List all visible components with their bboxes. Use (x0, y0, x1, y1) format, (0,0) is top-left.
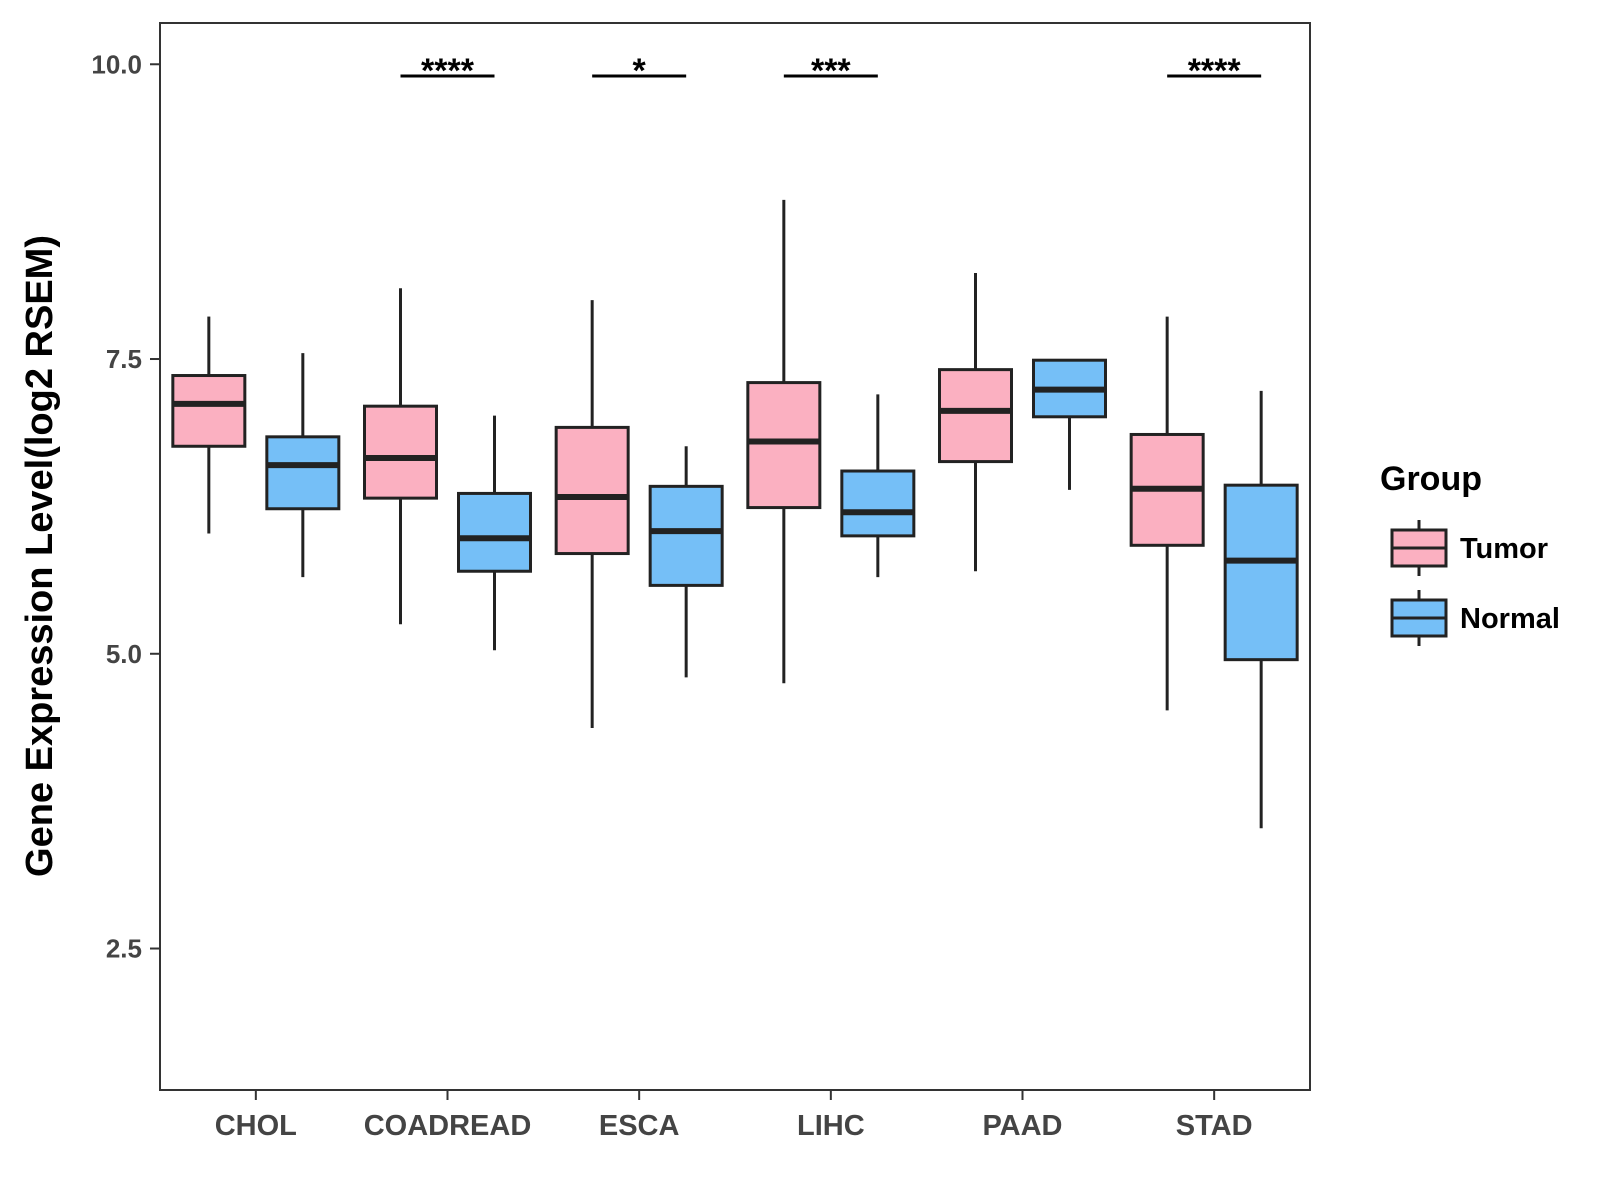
box-normal-esca (648, 446, 724, 678)
legend-title: Group (1380, 460, 1482, 498)
y-tick-label: 2.5 (106, 934, 142, 964)
y-axis-title: Gene Expression Level(log2 RSEM) (19, 235, 61, 877)
x-axis: CHOL COADREAD ESCA LIHC PAAD STAD (215, 1090, 1253, 1142)
box-body (648, 484, 724, 587)
box-body (746, 381, 822, 510)
box-series (171, 199, 1299, 829)
significance-label: * (633, 52, 647, 90)
box-tumor-esca (554, 300, 630, 729)
box-tumor-chol (171, 316, 247, 534)
box-body (457, 491, 532, 573)
box-body (265, 435, 341, 511)
x-tick-label: PAAD (982, 1110, 1062, 1142)
box-normal-lihc (840, 394, 916, 578)
box-normal-paad (1032, 358, 1107, 490)
box-body (938, 368, 1013, 464)
box-body (363, 404, 438, 500)
box-tumor-lihc (746, 199, 822, 684)
x-tick-label: STAD (1176, 1110, 1253, 1142)
x-tick-label: LIHC (797, 1110, 865, 1142)
box-body (554, 425, 630, 556)
box-tumor-paad (938, 272, 1013, 572)
legend-key-normal (1390, 590, 1448, 646)
x-tick-label: COADREAD (364, 1110, 532, 1142)
box-tumor-coadread (363, 288, 438, 625)
significance-label: **** (1188, 52, 1242, 90)
y-tick-label: 7.5 (106, 344, 142, 374)
legend-label-normal: Normal (1460, 603, 1560, 635)
y-tick-label: 10.0 (91, 49, 142, 79)
box-tumor-stad (1129, 316, 1205, 711)
box-body (840, 469, 916, 538)
significance-markers: **** * *** **** (400, 52, 1262, 90)
legend-label-tumor: Tumor (1460, 533, 1548, 565)
y-axis: 2.5 5.0 7.5 10.0 (91, 49, 160, 964)
significance-label: **** (421, 52, 475, 90)
box-body (171, 374, 247, 448)
box-normal-stad (1223, 390, 1299, 829)
significance-label: *** (811, 52, 851, 90)
legend-key-tumor (1390, 520, 1448, 576)
box-normal-chol (265, 353, 341, 578)
box-normal-coadread (457, 415, 532, 651)
plot-panel (159, 22, 1311, 1091)
legend: Group Tumor Normal (1380, 460, 1560, 646)
y-tick-label: 5.0 (106, 639, 142, 669)
x-tick-label: CHOL (215, 1110, 297, 1142)
box-body (1223, 483, 1299, 662)
x-tick-label: ESCA (599, 1110, 680, 1142)
